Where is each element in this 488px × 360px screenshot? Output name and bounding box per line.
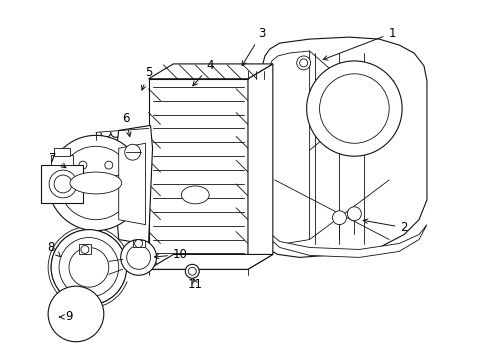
Bar: [148, 79, 247, 269]
Circle shape: [48, 286, 103, 342]
Polygon shape: [247, 64, 272, 269]
Bar: [51, 155, 73, 165]
Circle shape: [296, 56, 310, 70]
Ellipse shape: [70, 172, 122, 194]
Bar: [132, 239, 144, 247]
Circle shape: [126, 246, 150, 269]
Circle shape: [185, 264, 199, 278]
Text: 1: 1: [323, 27, 395, 60]
Text: 4: 4: [192, 59, 214, 86]
Polygon shape: [264, 225, 426, 257]
Circle shape: [48, 135, 143, 231]
Text: 7: 7: [49, 152, 66, 168]
Circle shape: [49, 170, 77, 198]
Polygon shape: [115, 125, 152, 244]
Polygon shape: [263, 51, 309, 244]
Polygon shape: [251, 37, 426, 257]
Circle shape: [124, 144, 141, 160]
Circle shape: [69, 247, 108, 287]
Bar: [54, 148, 70, 156]
Text: 2: 2: [363, 219, 407, 234]
Text: 5: 5: [141, 66, 152, 90]
Bar: [79, 244, 91, 255]
Text: 11: 11: [187, 278, 203, 291]
Text: 6: 6: [122, 112, 131, 136]
Bar: [41, 165, 83, 203]
Circle shape: [59, 146, 132, 220]
Circle shape: [346, 207, 361, 221]
Text: 3: 3: [242, 27, 265, 66]
Circle shape: [54, 175, 72, 193]
Circle shape: [121, 239, 156, 275]
Ellipse shape: [181, 186, 209, 204]
Polygon shape: [148, 64, 272, 79]
Circle shape: [79, 161, 87, 169]
Circle shape: [188, 267, 196, 275]
Text: 8: 8: [47, 241, 60, 257]
Polygon shape: [148, 255, 272, 269]
Circle shape: [332, 211, 346, 225]
Circle shape: [299, 59, 307, 67]
Circle shape: [81, 246, 89, 253]
Circle shape: [104, 161, 113, 169]
Circle shape: [59, 238, 119, 297]
Circle shape: [306, 61, 401, 156]
Text: 9: 9: [60, 310, 73, 323]
Text: 10: 10: [154, 248, 187, 261]
Circle shape: [134, 239, 142, 247]
Circle shape: [319, 74, 388, 143]
Polygon shape: [119, 143, 145, 225]
Circle shape: [51, 230, 126, 305]
